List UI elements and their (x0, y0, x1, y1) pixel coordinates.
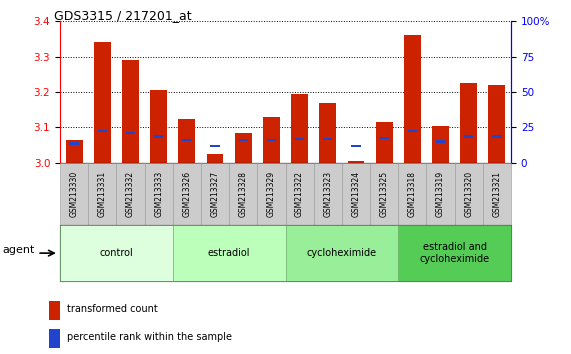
Bar (432, 126, 449, 163)
Bar (88, 163, 116, 225)
Bar (70, 142, 79, 144)
Bar (376, 122, 393, 163)
Bar (483, 163, 511, 225)
Bar (295, 137, 304, 140)
Bar (178, 119, 195, 163)
Text: GSM213328: GSM213328 (239, 171, 248, 217)
Bar (267, 138, 276, 141)
Bar (291, 94, 308, 163)
Text: GSM213329: GSM213329 (267, 171, 276, 217)
Bar (122, 60, 139, 163)
Bar (182, 138, 191, 141)
Bar (60, 225, 173, 281)
Bar (492, 135, 501, 137)
Text: estradiol and
cycloheximide: estradiol and cycloheximide (420, 242, 490, 264)
Bar (464, 135, 473, 137)
Text: GSM213319: GSM213319 (436, 171, 445, 217)
Bar (150, 90, 167, 163)
Text: GSM213326: GSM213326 (182, 171, 191, 217)
Bar (460, 83, 477, 163)
Bar (144, 163, 173, 225)
Bar (116, 163, 144, 225)
Bar (173, 163, 201, 225)
Bar (399, 225, 511, 281)
Text: GSM213318: GSM213318 (408, 171, 417, 217)
Bar (210, 144, 220, 147)
Bar (348, 161, 364, 163)
Bar (201, 163, 229, 225)
Text: GSM213333: GSM213333 (154, 171, 163, 217)
Bar (404, 35, 421, 163)
Text: GSM213322: GSM213322 (295, 171, 304, 217)
Text: cycloheximide: cycloheximide (307, 248, 377, 258)
Bar (173, 225, 286, 281)
Text: percentile rank within the sample: percentile rank within the sample (67, 332, 232, 342)
Text: agent: agent (3, 245, 35, 255)
Bar (154, 135, 163, 137)
Bar (258, 163, 286, 225)
Bar (98, 130, 107, 132)
Bar (286, 163, 313, 225)
Text: GSM213320: GSM213320 (464, 171, 473, 217)
Text: GSM213327: GSM213327 (211, 171, 219, 217)
Bar (489, 85, 505, 163)
Bar (66, 140, 83, 163)
Bar (94, 42, 111, 163)
Text: GSM213331: GSM213331 (98, 171, 107, 217)
Bar (207, 154, 223, 163)
Bar (370, 163, 399, 225)
Text: GSM213325: GSM213325 (380, 171, 389, 217)
Text: GSM213323: GSM213323 (323, 171, 332, 217)
Bar (239, 138, 248, 141)
Bar (323, 137, 332, 140)
Bar (263, 117, 280, 163)
Bar (286, 225, 399, 281)
Bar (342, 163, 370, 225)
Bar (427, 163, 455, 225)
Text: GSM213332: GSM213332 (126, 171, 135, 217)
Bar (235, 133, 252, 163)
Text: GSM213321: GSM213321 (492, 171, 501, 217)
Bar (229, 163, 258, 225)
Text: transformed count: transformed count (67, 304, 158, 314)
Bar (455, 163, 483, 225)
Bar (126, 131, 135, 134)
Bar (351, 144, 361, 147)
Bar (49, 329, 60, 348)
Bar (436, 140, 445, 143)
Bar (408, 130, 417, 132)
Bar (60, 163, 88, 225)
Bar (49, 301, 60, 320)
Text: GDS3315 / 217201_at: GDS3315 / 217201_at (54, 9, 192, 22)
Text: GSM213330: GSM213330 (70, 171, 79, 217)
Text: estradiol: estradiol (208, 248, 250, 258)
Bar (380, 137, 389, 139)
Bar (313, 163, 342, 225)
Text: control: control (99, 248, 133, 258)
Bar (399, 163, 427, 225)
Bar (319, 103, 336, 163)
Text: GSM213324: GSM213324 (352, 171, 360, 217)
